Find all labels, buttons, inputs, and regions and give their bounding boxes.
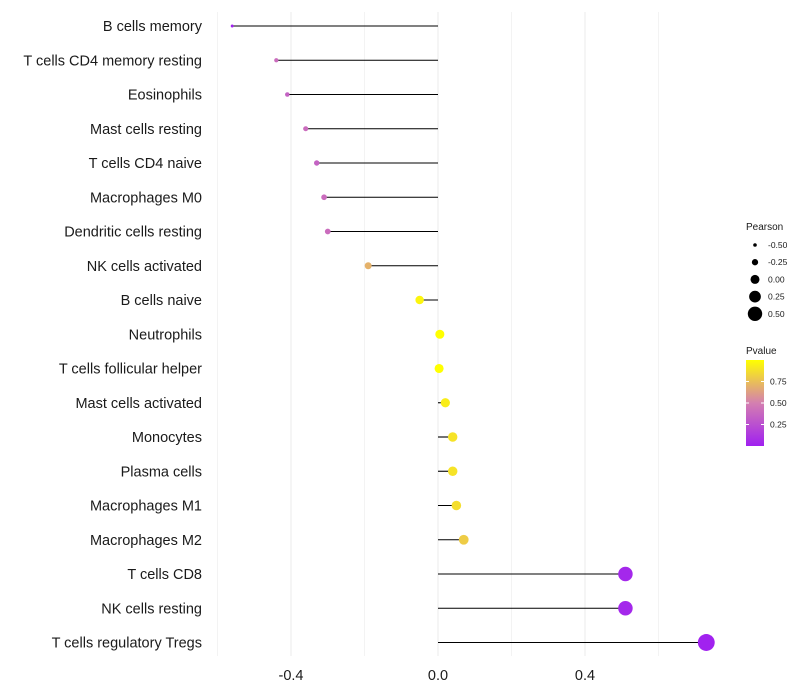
category-label: Dendritic cells resting xyxy=(64,225,202,241)
category-label: Neutrophils xyxy=(129,327,202,343)
stems xyxy=(232,25,707,644)
data-point xyxy=(458,534,469,545)
x-tick-label: 0.0 xyxy=(428,668,448,684)
category-label: Plasma cells xyxy=(121,464,202,480)
pearson-legend-key xyxy=(751,259,759,266)
category-label: T cells CD4 memory resting xyxy=(23,53,202,69)
data-point xyxy=(618,566,633,582)
category-label: NK cells activated xyxy=(87,259,202,275)
category-label: Macrophages M0 xyxy=(90,190,202,206)
category-label: T cells regulatory Tregs xyxy=(52,636,202,652)
grid-lines xyxy=(217,12,659,656)
data-point xyxy=(451,500,462,511)
category-labels: B cells memory T cells CD4 memory resting… xyxy=(23,19,202,652)
data-point xyxy=(435,329,445,339)
data-point xyxy=(314,160,320,166)
data-point xyxy=(440,398,450,408)
data-point xyxy=(447,432,458,442)
data-point xyxy=(434,363,444,374)
pearson-legend-label: -0.25 xyxy=(768,257,788,267)
pvalue-legend-label: 0.50 xyxy=(770,398,787,408)
category-label: Mast cells activated xyxy=(75,396,202,412)
pvalue-colorbar xyxy=(746,360,764,446)
pearson-legend-key xyxy=(753,243,757,247)
category-label: NK cells resting xyxy=(101,601,202,617)
data-point xyxy=(303,126,309,132)
pearson-legend-label: 0.50 xyxy=(768,309,785,319)
x-tick-labels: -0.4 0.0 0.4 xyxy=(279,668,596,684)
pvalue-legend-label: 0.25 xyxy=(770,420,787,430)
category-label: B cells memory xyxy=(103,19,203,35)
data-point xyxy=(697,634,715,651)
data-point xyxy=(618,600,633,616)
pvalue-legend: Pvalue 0.25 0.50 0.75 xyxy=(746,346,787,446)
x-tick-label: 0.4 xyxy=(575,668,595,684)
pearson-legend-label: -0.50 xyxy=(768,240,788,250)
points xyxy=(230,24,715,651)
pearson-legend-label: 0.25 xyxy=(768,292,785,302)
category-label: Eosinophils xyxy=(128,88,202,104)
category-label: T cells CD4 naive xyxy=(89,156,202,172)
pearson-legend-title: Pearson xyxy=(746,222,783,233)
data-point xyxy=(321,194,327,201)
category-label: T cells CD8 xyxy=(127,567,202,583)
data-point xyxy=(285,92,290,97)
pearson-legend-key xyxy=(747,306,763,321)
data-point xyxy=(415,295,424,305)
data-point xyxy=(447,466,458,476)
category-label: B cells naive xyxy=(121,293,202,309)
pvalue-legend-label: 0.75 xyxy=(770,377,787,387)
category-label: Macrophages M2 xyxy=(90,533,202,549)
data-point xyxy=(324,228,331,235)
pearson-legend-key xyxy=(750,274,760,284)
category-label: Macrophages M1 xyxy=(90,499,202,515)
data-point xyxy=(274,58,279,63)
pvalue-legend-title: Pvalue xyxy=(746,346,777,357)
data-point xyxy=(230,24,234,28)
pearson-legend-key xyxy=(749,290,761,303)
pearson-legend: Pearson -0.50 -0.25 0.00 0.25 0.50 xyxy=(746,222,788,321)
pearson-legend-label: 0.00 xyxy=(768,274,785,284)
category-label: T cells follicular helper xyxy=(59,362,202,378)
data-point xyxy=(364,262,372,270)
x-tick-label: -0.4 xyxy=(279,668,304,684)
category-label: Mast cells resting xyxy=(90,122,202,138)
category-label: Monocytes xyxy=(132,430,202,446)
